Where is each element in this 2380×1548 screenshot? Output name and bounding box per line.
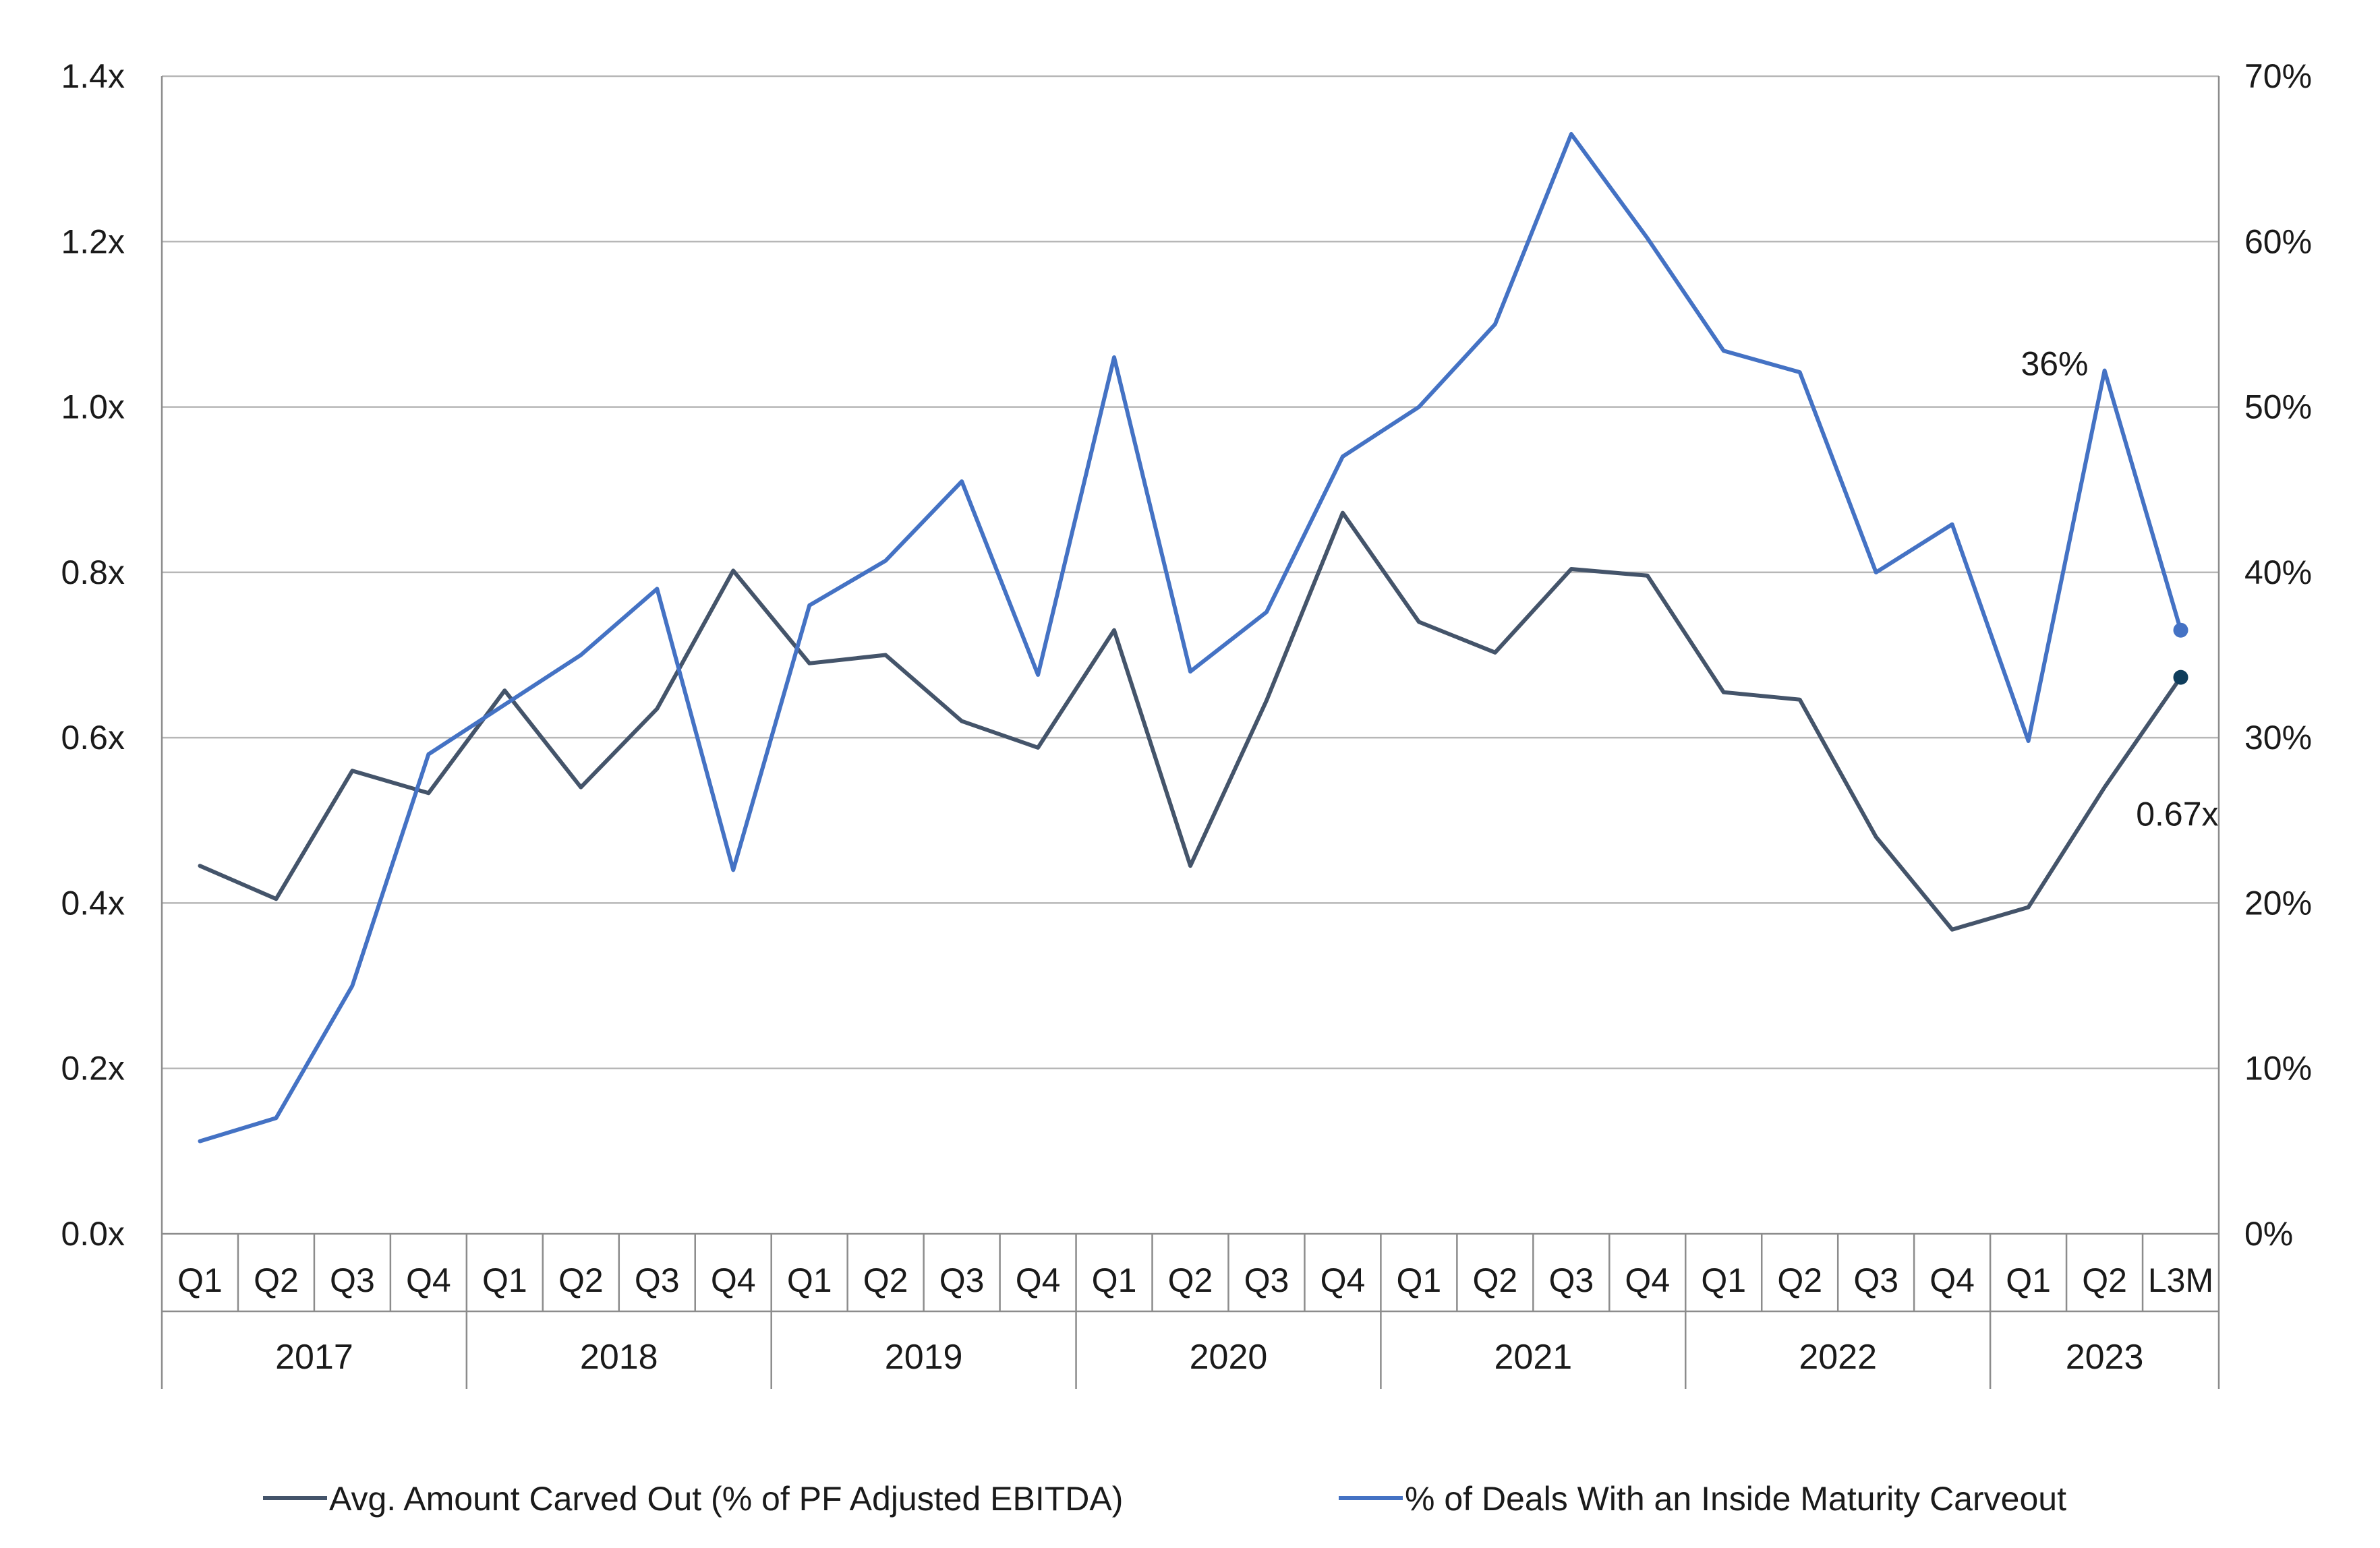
axes	[161, 76, 2220, 1389]
annotation-pct-label: 36%	[2021, 345, 2088, 383]
quarter-label: Q4	[1929, 1261, 1975, 1299]
quarter-label: Q4	[1320, 1261, 1366, 1299]
quarter-label: Q2	[558, 1261, 604, 1299]
left-tick-label: 1.2x	[61, 222, 125, 260]
year-label: 2022	[1799, 1338, 1877, 1377]
quarter-label: Q1	[482, 1261, 527, 1299]
year-label: 2019	[885, 1338, 963, 1377]
quarter-label: Q1	[1397, 1261, 1442, 1299]
year-label: 2018	[580, 1338, 658, 1377]
series-line-1	[198, 510, 2183, 932]
left-tick-label: 0.6x	[61, 719, 125, 756]
quarter-label: Q2	[254, 1261, 299, 1299]
quarter-label: Q3	[635, 1261, 680, 1299]
quarter-label: Q1	[177, 1261, 223, 1299]
left-tick-label: 0.0x	[61, 1215, 125, 1253]
year-label: 2021	[1494, 1338, 1572, 1377]
left-tick-label: 0.4x	[61, 884, 125, 922]
right-tick-label: 20%	[2244, 884, 2312, 922]
quarter-label: Q1	[787, 1261, 832, 1299]
right-tick-label: 30%	[2244, 719, 2312, 756]
left-tick-label: 1.4x	[61, 57, 125, 95]
quarter-label: Q4	[1016, 1261, 1061, 1299]
quarter-label: Q3	[1244, 1261, 1289, 1299]
series-line-2	[198, 131, 2183, 1143]
right-tick-label: 0%	[2244, 1215, 2293, 1253]
quarter-label: Q3	[1548, 1261, 1594, 1299]
left-tick-label: 0.8x	[61, 554, 125, 591]
series-1-point	[2173, 669, 2188, 685]
legend-label-2: % of Deals With an Inside Maturity Carve…	[1405, 1480, 2066, 1518]
quarter-label: Q2	[2082, 1261, 2127, 1299]
x-axis-category-labels: Q1 Q2 Q3 Q4 Q1 Q2 Q3 Q4 Q1 Q2 Q3 Q4 Q1 Q2 Q3 Q4 Q1 Q2 Q3 Q4…	[177, 1261, 2213, 1377]
quarter-label: Q4	[1625, 1261, 1670, 1299]
year-label: 2023	[2066, 1338, 2144, 1377]
quarter-label: Q2	[863, 1261, 908, 1299]
annotations: 36% 0.67x	[2021, 345, 2218, 833]
quarter-label: L3M	[2148, 1261, 2213, 1299]
gridlines	[162, 75, 2219, 1235]
right-axis-tick-labels: 0% 10% 20% 30% 40% 50% 60% 70%	[2244, 57, 2312, 1253]
year-label: 2020	[1190, 1338, 1268, 1377]
quarter-label: Q4	[406, 1261, 451, 1299]
quarter-label: Q3	[330, 1261, 375, 1299]
right-tick-label: 70%	[2244, 57, 2312, 95]
right-tick-label: 40%	[2244, 554, 2312, 591]
quarter-label: Q1	[1701, 1261, 1746, 1299]
quarter-label: Q2	[1777, 1261, 1822, 1299]
quarter-label: Q1	[1092, 1261, 1137, 1299]
left-axis-tick-labels: 0.0x 0.2x 0.4x 0.6x 0.8x 1.0x 1.2x 1.4x	[61, 57, 125, 1253]
quarter-label: Q1	[2006, 1261, 2051, 1299]
series-lines	[198, 131, 2188, 1143]
right-tick-label: 10%	[2244, 1050, 2312, 1088]
quarter-label: Q3	[939, 1261, 985, 1299]
quarter-label: Q2	[1473, 1261, 1518, 1299]
series-2-point	[2173, 622, 2188, 638]
left-tick-label: 0.2x	[61, 1050, 125, 1088]
quarter-label: Q4	[711, 1261, 756, 1299]
left-tick-label: 1.0x	[61, 388, 125, 426]
quarter-label: Q3	[1853, 1261, 1898, 1299]
right-tick-label: 60%	[2244, 222, 2312, 260]
legend: Avg. Amount Carved Out (% of PF Adjusted…	[263, 1480, 2066, 1518]
year-label: 2017	[275, 1338, 353, 1377]
right-tick-label: 50%	[2244, 388, 2312, 426]
annotation-multiple-label: 0.67x	[2136, 796, 2218, 833]
quarter-label: Q2	[1168, 1261, 1213, 1299]
legend-label-1: Avg. Amount Carved Out (% of PF Adjusted…	[329, 1480, 1123, 1518]
